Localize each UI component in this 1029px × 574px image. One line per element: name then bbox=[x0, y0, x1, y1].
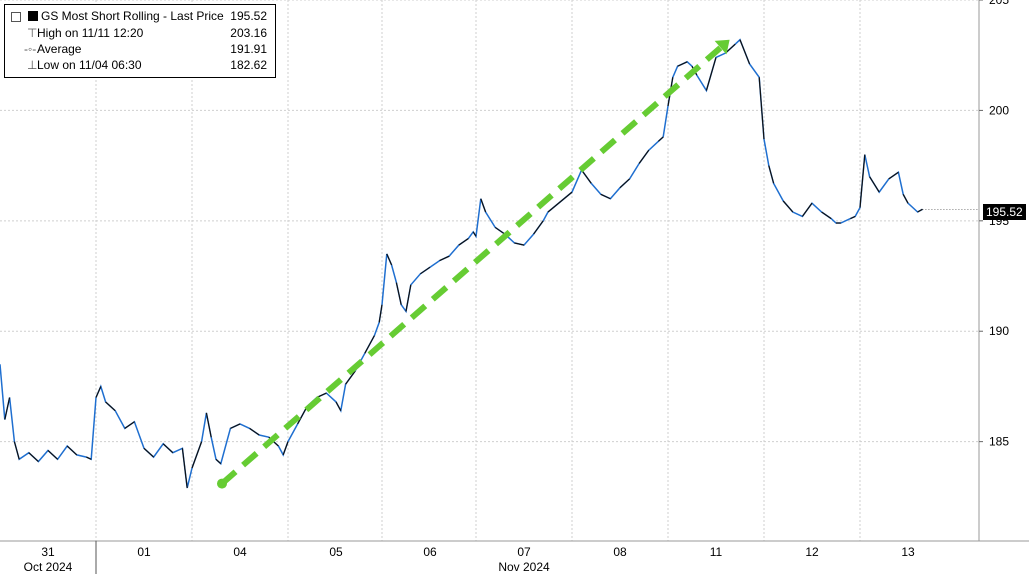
x-tick-label: 04 bbox=[233, 545, 247, 559]
legend-average-label: Average bbox=[37, 42, 82, 56]
legend-last-price: 195.52 bbox=[230, 9, 267, 23]
series-segment bbox=[378, 304, 383, 323]
series-segment bbox=[230, 423, 241, 429]
series-segment bbox=[768, 165, 775, 184]
series-segment bbox=[395, 282, 402, 305]
x-tick-label: 07 bbox=[517, 545, 531, 559]
series-segment bbox=[850, 215, 856, 220]
series-swatch-icon bbox=[28, 11, 38, 21]
series-segment bbox=[364, 335, 375, 354]
legend-checkbox-icon[interactable] bbox=[11, 12, 21, 22]
y-tick-label: 200 bbox=[989, 103, 1009, 117]
legend-title: GS Most Short Rolling - Last Price bbox=[41, 9, 224, 23]
series-segment bbox=[869, 176, 880, 193]
series-segment bbox=[124, 421, 135, 429]
series-segment bbox=[458, 237, 469, 246]
high-marker-icon: ⊤ bbox=[27, 26, 38, 40]
x-month-label: Oct 2024 bbox=[24, 560, 73, 574]
series-segment bbox=[66, 445, 78, 456]
x-tick-label: 12 bbox=[805, 545, 819, 559]
series-segment bbox=[917, 208, 923, 213]
series-segment bbox=[95, 386, 102, 398]
series-segment bbox=[439, 255, 450, 262]
series-segment bbox=[249, 427, 260, 436]
series-segment bbox=[28, 452, 39, 462]
series-segment bbox=[725, 43, 736, 54]
series-segment bbox=[105, 401, 116, 412]
legend-average-value: 191.91 bbox=[230, 42, 267, 56]
low-marker-icon: ⊥ bbox=[27, 58, 38, 72]
series-segment bbox=[705, 57, 717, 91]
series-segment bbox=[902, 194, 909, 204]
series-segment bbox=[335, 401, 342, 412]
series-segment bbox=[801, 202, 813, 217]
y-tick-label: 185 bbox=[989, 435, 1009, 449]
series-segment bbox=[215, 458, 222, 465]
series-segment bbox=[143, 447, 155, 458]
x-tick-label: 05 bbox=[329, 545, 343, 559]
series-segment bbox=[533, 220, 544, 235]
series-segment bbox=[282, 441, 289, 456]
series-segment bbox=[162, 443, 174, 454]
series-segment bbox=[821, 211, 832, 220]
y-tick-label: 205 bbox=[989, 0, 1009, 7]
series-line bbox=[0, 38, 923, 489]
series-segment bbox=[405, 284, 412, 312]
series-segment bbox=[47, 450, 59, 460]
series-segment bbox=[581, 169, 592, 184]
series-segment bbox=[494, 226, 506, 235]
series-segment bbox=[739, 39, 751, 65]
trend-arrow-head bbox=[714, 39, 730, 55]
series-segment bbox=[514, 242, 525, 246]
series-segment bbox=[547, 191, 573, 213]
average-marker-icon: -◦- bbox=[24, 42, 37, 56]
trend-arrow-line bbox=[220, 45, 723, 486]
x-tick-label: 11 bbox=[710, 545, 723, 559]
series-segment bbox=[4, 397, 11, 420]
legend-low-value: 182.62 bbox=[230, 58, 267, 72]
y-tick-label: 190 bbox=[989, 324, 1009, 338]
series-segment bbox=[888, 171, 899, 180]
series-segment bbox=[600, 193, 611, 200]
series-segment bbox=[205, 412, 212, 438]
series-segment bbox=[345, 370, 356, 385]
x-tick-label: 31 bbox=[41, 545, 55, 559]
series-segment bbox=[758, 77, 765, 140]
series-segment bbox=[297, 406, 308, 425]
x-month-label: Nov 2024 bbox=[498, 560, 550, 574]
series-segment bbox=[859, 154, 866, 208]
series-segment bbox=[86, 456, 92, 460]
series-segment bbox=[480, 198, 487, 213]
series-segment bbox=[191, 441, 203, 469]
x-tick-label: 06 bbox=[423, 545, 437, 559]
legend-high-label: High on 11/11 12:20 bbox=[37, 26, 144, 40]
legend-high-value: 203.16 bbox=[230, 26, 267, 40]
series-segment bbox=[386, 253, 393, 266]
series-segment bbox=[677, 61, 688, 67]
series-segment bbox=[638, 149, 650, 164]
legend-low-label: Low on 11/04 06:30 bbox=[37, 58, 142, 72]
series-segment bbox=[619, 178, 631, 189]
last-price-tag: 195.52 bbox=[983, 204, 1026, 220]
x-tick-label: 08 bbox=[613, 545, 627, 559]
x-tick-label: 13 bbox=[901, 545, 915, 559]
series-segment bbox=[181, 448, 188, 489]
x-tick-label: 01 bbox=[137, 545, 151, 559]
series-segment bbox=[472, 231, 477, 237]
chart-legend: GS Most Short Rolling - Last Price 195.5… bbox=[4, 4, 276, 78]
series-segment bbox=[782, 200, 794, 213]
series-segment bbox=[657, 136, 664, 142]
series-segment bbox=[420, 266, 431, 275]
series-segment bbox=[13, 441, 20, 460]
